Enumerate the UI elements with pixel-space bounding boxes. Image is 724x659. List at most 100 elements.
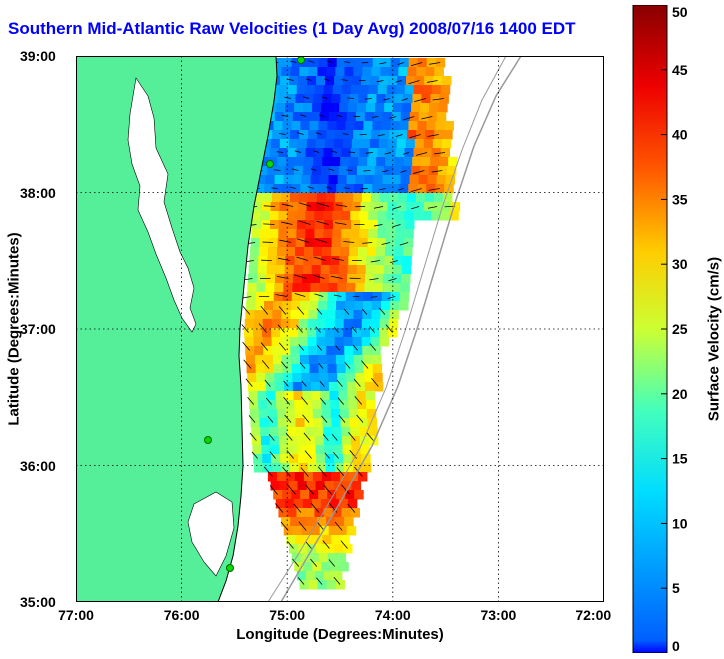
velocity-cell — [283, 283, 293, 293]
velocity-cell — [315, 202, 326, 212]
velocity-cell — [342, 139, 353, 149]
velocity-arrow — [373, 224, 383, 227]
velocity-cell — [260, 148, 271, 158]
velocity-cell — [366, 103, 376, 113]
velocity-arrow — [403, 116, 415, 121]
velocity-cell — [299, 517, 309, 527]
velocity-cell — [325, 454, 335, 464]
velocity-cell — [274, 112, 285, 122]
velocity-cell — [278, 85, 289, 95]
velocity-cell — [312, 400, 322, 410]
velocity-cell — [328, 373, 338, 383]
velocity-cell — [303, 562, 313, 572]
velocity-cell — [306, 481, 317, 491]
velocity-cell — [386, 229, 396, 239]
velocity-cell — [348, 400, 358, 410]
velocity-cell — [426, 121, 436, 131]
velocity-cell — [331, 94, 341, 104]
velocity-cell — [285, 400, 295, 410]
velocity-cell — [307, 463, 318, 473]
velocity-cell — [294, 256, 304, 266]
velocity-cell — [394, 247, 404, 257]
velocity-cell — [311, 391, 322, 401]
velocity-cell — [365, 166, 376, 176]
velocity-cell — [313, 247, 323, 257]
velocity-arrow — [260, 342, 269, 351]
velocity-arrow — [381, 242, 391, 245]
velocity-arrow — [322, 540, 330, 549]
velocity-cell — [283, 382, 294, 392]
velocity-cell — [265, 175, 276, 185]
velocity-cell — [405, 139, 416, 149]
velocity-arrow — [343, 241, 355, 243]
velocity-arrow — [340, 540, 348, 549]
velocity-cell — [349, 157, 359, 167]
velocity-cell — [386, 85, 397, 95]
velocity-cell — [401, 265, 412, 275]
velocity-cell — [339, 256, 349, 266]
velocity-cell — [359, 427, 369, 437]
velocity-cell — [409, 175, 420, 185]
velocity-arrow — [296, 256, 308, 261]
velocity-cell — [393, 103, 403, 113]
velocity-cell — [307, 193, 318, 203]
velocity-cell — [367, 238, 378, 248]
velocity-cell — [286, 247, 296, 257]
velocity-arrow — [319, 114, 325, 117]
velocity-cell — [371, 67, 381, 77]
velocity-cell — [368, 85, 379, 95]
velocity-cell — [358, 238, 369, 248]
velocity-cell — [343, 328, 353, 338]
velocity-cell — [291, 301, 301, 311]
velocity-cell — [268, 418, 279, 428]
y-tick-label: 35:00 — [20, 594, 56, 610]
velocity-cell — [292, 175, 303, 185]
velocity-arrow — [344, 361, 351, 369]
velocity-cell — [366, 409, 377, 419]
velocity-cell — [331, 238, 342, 248]
velocity-cell — [372, 184, 382, 194]
velocity-arrow — [310, 558, 318, 567]
velocity-cell — [360, 202, 371, 212]
velocity-cell — [317, 67, 327, 77]
velocity-cell — [328, 382, 339, 392]
velocity-cell — [403, 94, 413, 104]
velocity-cell — [317, 355, 328, 365]
velocity-cell — [351, 481, 362, 491]
velocity-cell — [377, 211, 387, 221]
velocity-arrow — [248, 415, 256, 423]
velocity-arrow — [379, 307, 386, 315]
velocity-cell — [280, 76, 290, 86]
velocity-arrow — [277, 257, 290, 261]
velocity-cell — [334, 193, 345, 203]
velocity-cell — [251, 220, 262, 230]
velocity-cell — [431, 148, 442, 158]
velocity-cell — [278, 148, 289, 158]
velocity-cell — [324, 481, 335, 491]
velocity-arrow — [334, 521, 343, 531]
velocity-cell — [380, 310, 390, 320]
velocity-cell — [296, 220, 307, 230]
velocity-cell — [382, 283, 392, 293]
velocity-cell — [353, 355, 364, 365]
velocity-cell — [312, 562, 322, 572]
velocity-cell — [362, 355, 373, 365]
velocity-cell — [314, 148, 325, 158]
velocity-cell — [312, 472, 323, 482]
velocity-cell — [341, 148, 352, 158]
velocity-cell — [389, 310, 399, 320]
velocity-cell — [371, 310, 381, 320]
velocity-cell — [345, 184, 355, 194]
velocity-cell — [392, 265, 403, 275]
velocity-cell — [319, 283, 329, 293]
velocity-cell — [360, 139, 371, 149]
velocity-cell — [365, 391, 376, 401]
velocity-arrow — [296, 238, 310, 243]
velocity-cell — [322, 157, 332, 167]
velocity-arrow — [269, 451, 276, 459]
velocity-cell — [412, 94, 422, 104]
velocity-cell — [399, 301, 409, 311]
velocity-cell — [273, 364, 284, 374]
velocity-cell — [255, 184, 265, 194]
velocity-cell — [248, 274, 258, 284]
